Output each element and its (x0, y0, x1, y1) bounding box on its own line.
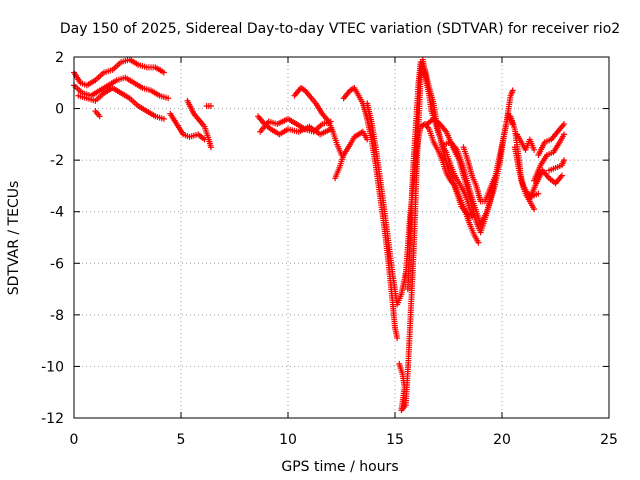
grid-lines (74, 57, 609, 418)
y-tick-label: 2 (55, 50, 64, 66)
x-tick-label: 15 (386, 432, 404, 448)
data-point (531, 206, 538, 213)
data-point (207, 102, 214, 109)
y-axis-label: SDTVAR / TECUs (6, 181, 22, 296)
data-point (561, 131, 568, 138)
y-tick-label: -8 (50, 308, 64, 324)
y-tick-label: -6 (50, 256, 64, 272)
data-point (509, 87, 516, 94)
data-point (492, 172, 499, 179)
data-point (558, 172, 565, 179)
data-point (160, 115, 167, 122)
x-tick-label: 5 (177, 432, 186, 448)
data-point (207, 144, 214, 151)
plot-frame (73, 56, 610, 419)
data-point (394, 335, 401, 342)
data-point (475, 239, 482, 246)
data-point (561, 121, 568, 128)
y-tick-labels: -12 -10 -8 -6 -4 -2 0 2 (41, 50, 64, 427)
x-tick-label: 25 (600, 432, 618, 448)
data-point (96, 113, 103, 120)
y-tick-label: -12 (41, 411, 64, 427)
x-tick-label: 0 (70, 432, 79, 448)
x-tick-label: 10 (279, 432, 297, 448)
data-point (535, 190, 542, 197)
chart-title: Day 150 of 2025, Sidereal Day-to-day VTE… (60, 21, 620, 37)
data-point (165, 95, 172, 102)
data-point (561, 157, 568, 164)
x-axis-label: GPS time / hours (281, 459, 398, 475)
data-point (160, 69, 167, 76)
x-tick-labels: 0 5 10 15 20 25 (70, 432, 618, 448)
y-tick-label: 0 (55, 102, 64, 118)
data-point (531, 146, 538, 153)
y-tick-label: -10 (41, 359, 64, 375)
data-points (71, 56, 568, 414)
axis-ticks (73, 56, 610, 419)
y-tick-label: -4 (50, 205, 64, 221)
x-tick-label: 20 (493, 432, 511, 448)
y-tick-label: -2 (50, 153, 64, 169)
